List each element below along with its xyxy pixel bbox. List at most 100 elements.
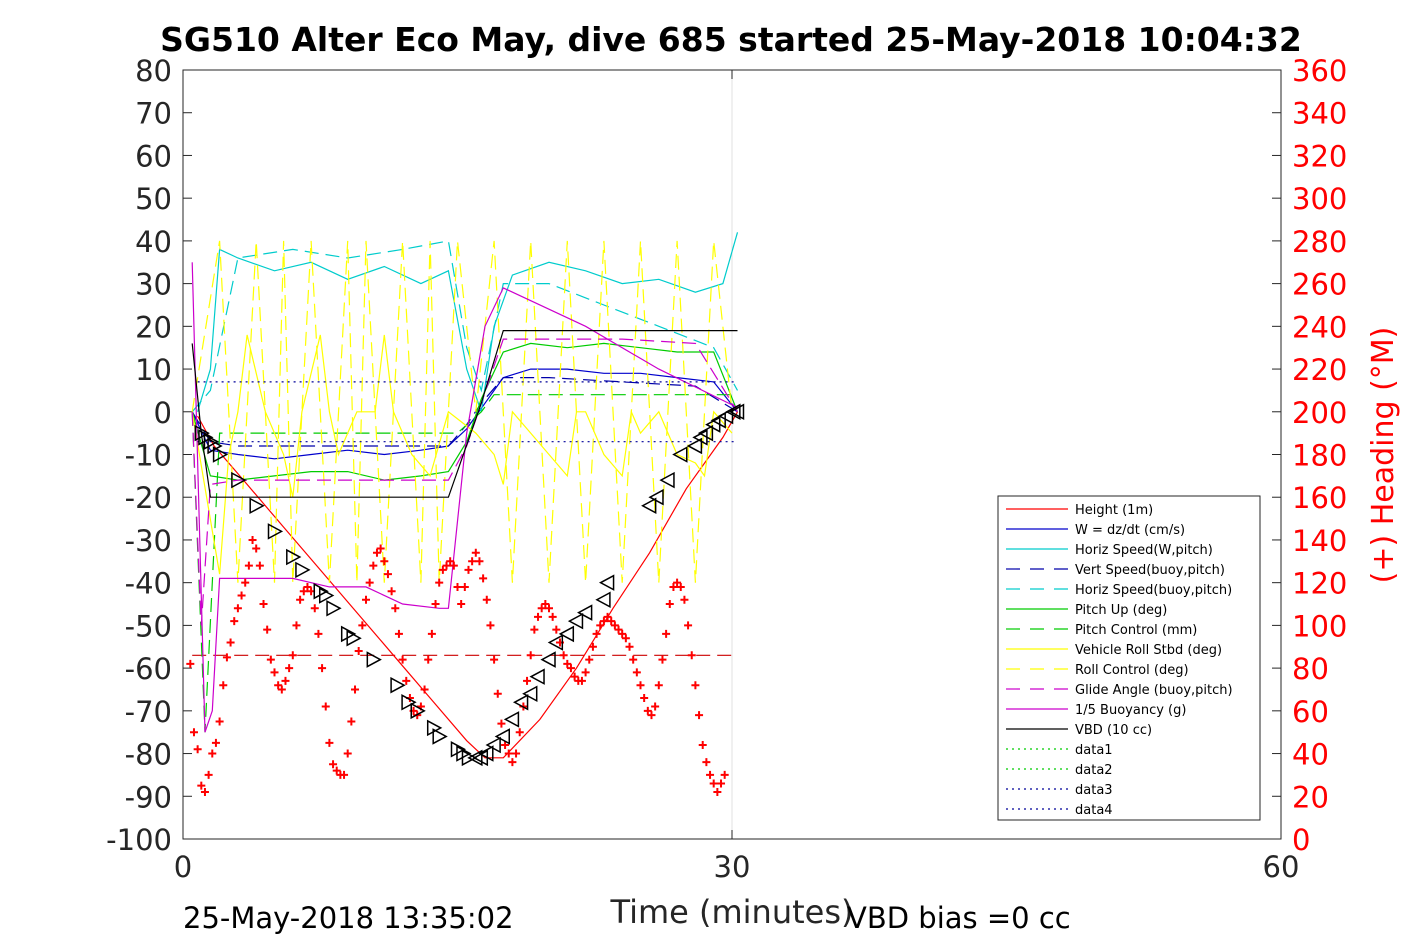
series-line-5 — [191, 342, 739, 481]
heading-point — [490, 655, 499, 664]
heading-point — [376, 544, 385, 553]
legend-label: W = dz/dt (cm/s) — [1075, 523, 1185, 538]
heading-point — [640, 694, 649, 703]
heading-point — [625, 642, 634, 651]
heading-point — [698, 741, 707, 750]
heading-point — [530, 625, 539, 634]
heading-point — [189, 728, 198, 737]
heading-point — [545, 604, 553, 613]
series-line-7 — [191, 334, 733, 575]
y2-tick-label: 280 — [1292, 225, 1347, 259]
heading-point — [479, 574, 488, 583]
y2-tick-label: 100 — [1292, 609, 1347, 643]
heading-point — [493, 689, 502, 698]
heading-point — [643, 706, 652, 715]
series-line-0 — [197, 411, 739, 759]
heading-point — [197, 781, 206, 790]
heading-point — [424, 655, 433, 664]
heading-point — [204, 770, 213, 779]
heading-point — [193, 745, 202, 754]
heading-point — [665, 600, 674, 609]
heading-point — [464, 565, 473, 574]
heading-markers — [186, 536, 729, 797]
heading-point — [285, 664, 294, 673]
series-line-10 — [191, 262, 738, 733]
heading-point — [431, 600, 440, 609]
y2-tick-label: 0 — [1292, 823, 1310, 857]
y2-tick-label: 240 — [1292, 310, 1347, 344]
heading-point — [457, 600, 466, 609]
depth-markers — [194, 403, 745, 767]
heading-point — [233, 604, 242, 613]
heading-point — [449, 561, 458, 570]
legend-label: Pitch Up (deg) — [1075, 603, 1167, 618]
ascent-marker — [710, 412, 726, 429]
chart-title: SG510 Alter Eco May, dive 685 started 25… — [160, 20, 1302, 59]
heading-point — [255, 561, 264, 570]
heading-point — [720, 770, 729, 779]
x-tick-label: 0 — [174, 850, 192, 884]
heading-point — [559, 651, 568, 660]
heading-point — [252, 544, 261, 553]
heading-point — [460, 582, 469, 591]
ascent-marker — [567, 612, 584, 630]
descent-marker — [318, 587, 335, 604]
heading-point — [259, 600, 268, 609]
legend-label: 1/5 Buoyancy (g) — [1075, 703, 1186, 718]
legend-label: Vert Speed(buoy,pitch) — [1075, 563, 1225, 578]
legend: Height (1m) W = dz/dt (cm/s) Horiz Speed(W… — [997, 495, 1261, 821]
heading-point — [662, 629, 671, 638]
ascent-marker — [558, 625, 575, 643]
y2-tick-label: 320 — [1292, 139, 1347, 173]
heading-point — [277, 685, 286, 694]
heading-point — [226, 638, 235, 647]
heading-point — [603, 612, 612, 621]
heading-point — [435, 578, 444, 587]
heading-point — [552, 625, 561, 634]
heading-point — [442, 561, 451, 570]
heading-point — [610, 621, 619, 630]
heading-point — [398, 655, 407, 664]
ascent-marker — [641, 497, 657, 515]
heading-point — [570, 672, 579, 681]
descent-marker — [295, 561, 311, 579]
heading-point — [270, 668, 279, 677]
heading-point — [676, 582, 685, 591]
heading-point — [647, 711, 656, 720]
footer-timestamp: 25-May-2018 13:35:02 — [183, 901, 514, 935]
heading-point — [402, 676, 411, 685]
heading-point — [296, 595, 305, 604]
descent-marker — [340, 625, 357, 643]
right-y-axis: 3603403203002802602402202001801601401201… — [1292, 54, 1347, 857]
legend-label: Horiz Speed(W,pitch) — [1075, 543, 1213, 558]
legend-label: Pitch Control (mm) — [1075, 623, 1197, 638]
descent-marker — [286, 548, 302, 566]
heading-point — [669, 582, 678, 591]
legend-label: data1 — [1075, 743, 1113, 758]
legend-label: Horiz Speed(buoy,pitch) — [1075, 583, 1232, 598]
legend-label: Roll Control (deg) — [1075, 663, 1189, 678]
ascent-marker — [725, 403, 741, 421]
y-tick-label: -50 — [125, 609, 172, 643]
descent-marker — [267, 523, 284, 540]
y2-tick-label: 200 — [1292, 396, 1347, 430]
heading-point — [504, 749, 513, 758]
y-tick-label: 70 — [135, 97, 172, 131]
heading-point — [512, 749, 521, 758]
ascent-marker — [529, 668, 545, 685]
heading-point — [515, 728, 524, 737]
heading-point — [219, 681, 228, 690]
heading-point — [263, 625, 272, 634]
series-line-4 — [191, 240, 739, 413]
descent-marker — [390, 676, 406, 694]
ascent-marker — [547, 634, 564, 651]
heading-point — [629, 655, 638, 664]
heading-point — [621, 634, 630, 643]
heading-point — [541, 600, 550, 609]
heading-point — [607, 617, 616, 626]
ascent-marker — [686, 437, 703, 455]
heading-point — [332, 766, 341, 775]
heading-point — [501, 741, 510, 750]
heading-point — [274, 681, 283, 690]
heading-point — [347, 717, 356, 726]
